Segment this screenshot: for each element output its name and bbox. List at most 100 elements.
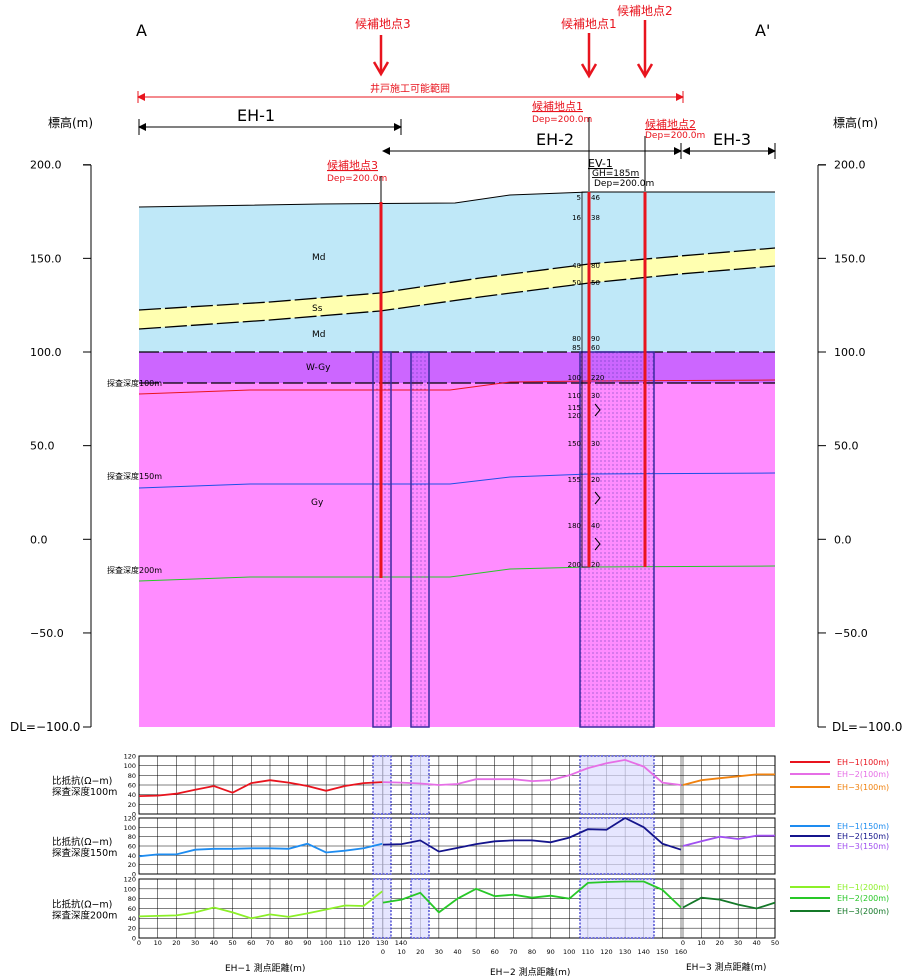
eh1-xtick-label: 100 — [320, 939, 332, 947]
elev-tick-label-right: 200.0 — [834, 159, 866, 172]
eh2-xtick-label: 40 — [453, 948, 461, 956]
ev1-chevrons — [594, 403, 601, 551]
ev1-readings: 5 46 16 38 40 80 50 50 80 90 85 60 100 220 110 30 115120… — [568, 194, 605, 569]
series-line-EH−3(200m) — [682, 896, 776, 910]
eh1-xtick-label: 70 — [266, 939, 274, 947]
eh2-axis-title: EH−2 測点距離(m) — [490, 966, 570, 976]
series-line-EH−3(100m) — [682, 773, 775, 786]
layer-label-ss: Ss — [312, 304, 323, 314]
elev-tick-label-left: 50.0 — [30, 440, 55, 453]
panel-ytick-label: 40 — [128, 915, 136, 923]
eh2-xtick-label: 80 — [528, 948, 536, 956]
panel-ytick-label: 60 — [128, 782, 136, 790]
candidate1-label: 候補地点1 — [532, 99, 583, 113]
eh2-xtick-label: 110 — [582, 948, 594, 956]
panel-label-line1: 比抵抗(Ω−m) — [52, 899, 112, 911]
ev1-resistivity-value: 20 — [591, 561, 600, 569]
ev1-gh: GH=185m — [592, 169, 639, 179]
panel-ytick-label: 100 — [124, 885, 136, 893]
elevation-label-right: 標高(m) — [833, 115, 878, 130]
layer-label-md-upper: Md — [312, 253, 325, 263]
panel-ytick-label: 100 — [124, 762, 136, 770]
elev-tick-label-left: 100.0 — [30, 346, 62, 359]
candidate-arrows — [372, 20, 654, 79]
layer-label-gy: Gy — [311, 498, 324, 508]
legend-label: EH−2(100m) — [837, 770, 889, 779]
eh2-xtick-label: 20 — [416, 948, 424, 956]
ev1-depth-value: 120 — [568, 412, 581, 420]
legend-label: EH−1(100m) — [837, 758, 889, 767]
panel-ytick-label: 0 — [132, 811, 136, 819]
ev1-resistivity-value: 90 — [591, 335, 600, 343]
eh2-xtick-label: 150 — [656, 948, 668, 956]
elevation-label-left: 標高(m) — [48, 115, 93, 130]
legend-label: EH−1(200m) — [837, 883, 889, 892]
panel-label-line1: 比抵抗(Ω−m) — [52, 775, 112, 787]
line-eh3-label: EH-3 — [713, 130, 751, 149]
panel-ytick-label: 80 — [128, 772, 136, 780]
eh1-xtick-label: 40 — [210, 939, 218, 947]
section-end-a-prime: A' — [755, 21, 770, 40]
layer-label-md-lower: Md — [312, 330, 325, 340]
ev1-depth-value: 155 — [568, 476, 581, 484]
elev-tick-label-left: 200.0 — [30, 159, 62, 172]
geologic-section — [138, 191, 776, 728]
ev1-depth-value: 115 — [568, 404, 581, 412]
panel-ytick-label: 0 — [132, 935, 136, 943]
eh3-xtick-label: 40 — [752, 939, 760, 947]
legend-label: EH−3(100m) — [837, 783, 889, 792]
probe-depth-200-label: 探査深度200m — [107, 565, 162, 575]
construction-range-arrow — [137, 91, 684, 103]
eh1-xtick-label: 20 — [172, 939, 180, 947]
ev1-depth-value: 180 — [568, 522, 581, 530]
ev1-resistivity-value: 40 — [591, 522, 600, 530]
candidate3-label: 候補地点3 — [327, 158, 378, 172]
panel-ytick-label: 80 — [128, 833, 136, 841]
construction-range-label: 井戸施工可能範囲 — [370, 82, 450, 95]
eh1-xtick-label: 90 — [303, 939, 311, 947]
eh2-xtick-label: 10 — [397, 948, 405, 956]
ev1-resistivity-value: 46 — [591, 194, 600, 202]
resistivity-panels: 020406080100120比抵抗(Ω−m)探査深度100m020406080… — [52, 753, 779, 957]
eh3-xtick-label: 10 — [697, 939, 705, 947]
probe-depth-150-label: 探査深度150m — [107, 471, 162, 481]
ev1-resistivity-value: 30 — [591, 392, 600, 400]
ev1-resistivity-value: 60 — [591, 344, 600, 352]
panel-label-line2: 探査深度150m — [52, 847, 117, 859]
ev1-depth-value: 80 — [572, 335, 581, 343]
probe-depth-100-label: 探査深度100m — [107, 378, 162, 388]
series-line-EH−2(150m) — [382, 816, 682, 853]
section-end-a: A — [136, 21, 147, 40]
layer-label-wgy: W-Gy — [306, 363, 331, 373]
eh1-xtick-label: 130 — [376, 939, 388, 947]
eh1-xtick-label: 80 — [285, 939, 293, 947]
ev1-depth-value: 5 — [577, 194, 581, 202]
panel-ytick-label: 0 — [132, 871, 136, 879]
ev1-name: EV-1 — [588, 157, 613, 170]
ev1-depth-value: 85 — [572, 344, 581, 352]
eh2-xtick-label: 60 — [491, 948, 499, 956]
legend-label: EH−1(150m) — [837, 822, 889, 831]
panel-ytick-label: 20 — [128, 861, 136, 869]
candidate1-depth: Dep=200.0m — [532, 115, 592, 125]
eh2-xtick-label: 160 — [675, 948, 687, 956]
ev1-depth-value: 16 — [572, 214, 581, 222]
legend-label: EH−2(150m) — [837, 832, 889, 841]
series-line-EH−1(150m) — [138, 842, 383, 858]
eh3-xtick-label: 30 — [734, 939, 742, 947]
eh1-xtick-label: 30 — [191, 939, 199, 947]
eh2-xtick-label: 90 — [546, 948, 554, 956]
legend: EH−1(100m) EH−2(100m) EH−3(100m) EH−1(150m)… — [790, 758, 889, 916]
panel-ytick-label: 60 — [128, 905, 136, 913]
panel-ytick-label: 120 — [124, 815, 136, 823]
panel-ytick-label: 120 — [124, 753, 136, 761]
survey-line-extents — [138, 119, 776, 159]
line-eh1-label: EH-1 — [237, 106, 275, 125]
eh3-xtick-label: 0 — [681, 939, 685, 947]
eh1-xtick-label: 140 — [395, 939, 407, 947]
candidate3-depth: Dep=200.0m — [327, 174, 387, 184]
legend-label: EH−3(150m) — [837, 842, 889, 851]
